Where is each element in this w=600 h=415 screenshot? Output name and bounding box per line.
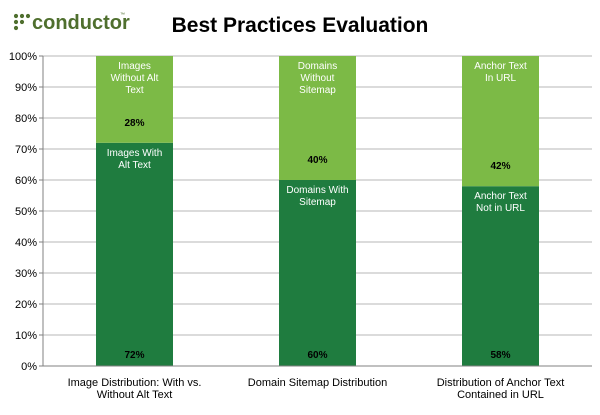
x-axis-category-label-line: Domain Sitemap Distribution	[248, 377, 387, 389]
bar-segment-label-line: Without	[301, 73, 335, 84]
bar-segment	[462, 56, 539, 187]
x-axis-category-label-line: Contained in URL	[457, 389, 544, 401]
bar-value-label: 28%	[124, 118, 144, 129]
y-axis-tick-label: 50%	[15, 206, 37, 218]
bar-segment-label-line: Alt Text	[118, 160, 151, 171]
y-axis-tick-label: 20%	[15, 299, 37, 311]
bar-value-label: 60%	[307, 350, 327, 361]
bar-series	[96, 56, 539, 366]
bar-segment-label-line: Domains	[298, 61, 337, 72]
x-axis-category-labels: Image Distribution: With vs. Without Alt …	[68, 377, 565, 401]
bar-segment-label-line: Text	[125, 85, 144, 96]
bar-segment	[462, 186, 539, 366]
x-axis-category-label: Distribution of Anchor Text Contained in …	[437, 377, 565, 401]
bar-segment-label: Anchor Text In URL	[474, 61, 527, 84]
y-axis-tick-label: 10%	[15, 330, 37, 342]
bar-segment	[279, 56, 356, 180]
y-axis-tick-label: 0%	[21, 361, 37, 373]
x-axis-category-label-line: Image Distribution: With vs.	[68, 377, 202, 389]
bar-segment	[279, 180, 356, 366]
x-axis-category-label-line: Distribution of Anchor Text	[437, 377, 565, 389]
bar-segment-label-line: In URL	[485, 73, 517, 84]
x-axis-category-label: Domain Sitemap Distribution	[248, 377, 387, 389]
y-axis-tick-label: 40%	[15, 237, 37, 249]
conductor-logo: conductor ™	[13, 12, 130, 34]
bar-segment-label-line: Domains With	[286, 185, 348, 196]
y-axis-tick-label: 30%	[15, 268, 37, 280]
y-axis-tick-labels: 0% 10% 20% 30% 40% 50% 60% 70% 80% 90% 100%	[9, 51, 43, 373]
bar-value-label: 58%	[490, 350, 510, 361]
logo-trademark: ™	[120, 12, 125, 18]
x-axis-category-label: Image Distribution: With vs. Without Alt …	[68, 377, 202, 401]
logo-dots-icon	[13, 13, 31, 31]
bar-segment-label-line: Without Alt	[111, 73, 159, 84]
y-axis-tick-label: 100%	[9, 51, 37, 63]
bar-segment-label-line: Sitemap	[299, 85, 336, 96]
y-axis-tick-label: 80%	[15, 113, 37, 125]
bar-segment-label-line: Anchor Text	[474, 61, 527, 72]
logo-wordmark: conductor	[32, 12, 130, 34]
bar-value-label: 42%	[490, 161, 510, 172]
y-axis-tick-label: 70%	[15, 144, 37, 156]
bar-segment-label-line: Sitemap	[299, 197, 336, 208]
y-axis-tick-label: 60%	[15, 175, 37, 187]
chart-title: Best Practices Evaluation	[172, 14, 429, 37]
bar-segment	[96, 56, 173, 143]
bar-segment-label-line: Images	[118, 61, 151, 72]
bar-segment-label: Domains Without Sitemap	[298, 61, 337, 96]
bar-labels: Images With Alt Text 72% Images Without Alt T…	[107, 61, 527, 361]
bar-segment-label: Anchor Text Not in URL	[474, 191, 527, 214]
x-axis-category-label-line: Without Alt Text	[97, 389, 173, 401]
bar-segment-label-line: Images With	[107, 148, 163, 159]
bar-segment	[96, 142, 173, 366]
bar-segment-label-line: Not in URL	[476, 203, 525, 214]
bar-segment-label: Domains With Sitemap	[286, 185, 348, 208]
bar-value-label: 40%	[307, 155, 327, 166]
y-axis-tick-label: 90%	[15, 82, 37, 94]
bar-segment-label: Images With Alt Text	[107, 148, 163, 171]
bar-segment-label: Images Without Alt Text	[111, 61, 159, 96]
bar-value-label: 72%	[124, 350, 144, 361]
bar-segment-label-line: Anchor Text	[474, 191, 527, 202]
